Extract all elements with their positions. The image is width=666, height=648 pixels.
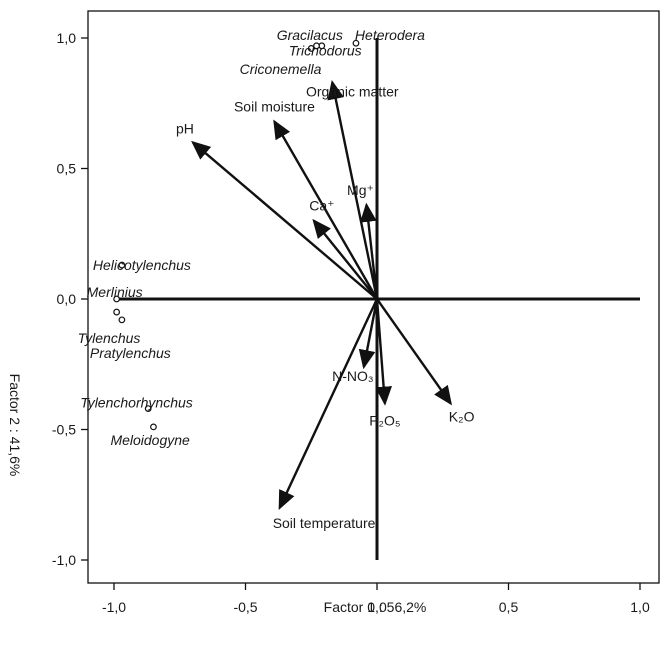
y-tick-label: 0,5 — [57, 161, 77, 177]
vector-ph: pH — [176, 120, 378, 300]
vector-soil-moisture: Soil moisture — [234, 99, 379, 300]
vector-label: Soil temperature — [273, 515, 376, 531]
species-point — [118, 261, 126, 269]
vector-arrow — [327, 80, 379, 300]
vector-label: pH — [176, 120, 194, 136]
species-label: Helicotylenchus — [93, 257, 191, 273]
species-heterodera: Heterodera — [352, 27, 425, 47]
y-axis-title: Factor 2 : 41,6% — [7, 374, 23, 477]
vector-arrow — [360, 202, 379, 300]
vector-ca-: Ca⁺ — [309, 198, 378, 300]
species-label: Pratylenchus — [90, 345, 171, 361]
vector-mg-: Mg⁺ — [347, 182, 379, 300]
vector-p-o-: P₂O₅ — [369, 298, 401, 428]
vector-soil-temperature: Soil temperature — [273, 298, 379, 531]
y-tick-label: -0,5 — [52, 422, 76, 438]
vector-label: Ca⁺ — [309, 198, 334, 214]
x-tick-label: 1,0 — [630, 599, 650, 615]
species-point — [307, 45, 315, 52]
species-merlinius: Merlinius — [87, 284, 143, 303]
x-tick-label: 0,5 — [499, 599, 519, 615]
x-axis-title: Factor 1 : 56,2% — [324, 599, 427, 615]
species-point — [113, 295, 121, 303]
species-trichodorus: Trichodorus — [289, 42, 362, 58]
vector-arrow — [278, 298, 379, 510]
vector-arrow — [273, 119, 379, 300]
vector-arrow — [376, 298, 453, 406]
species-criconemella: Criconemella — [240, 42, 322, 77]
species-label: Criconemella — [240, 61, 322, 77]
x-tick-label: -1,0 — [102, 599, 126, 615]
species-label: Tylenchus — [78, 330, 141, 346]
species-helicotylenchus: Helicotylenchus — [93, 257, 191, 273]
species-tylenchorhynchus: Tylenchorhynchus — [80, 395, 193, 413]
species-label: Trichodorus — [289, 42, 362, 58]
y-tick-label: 1,0 — [57, 30, 77, 46]
vector-label: Mg⁺ — [347, 182, 374, 198]
species-point — [118, 316, 126, 324]
species-label: Tylenchorhynchus — [80, 395, 193, 411]
vector-label: Organic matter — [306, 83, 399, 99]
plot-frame — [87, 10, 660, 584]
species-point — [144, 405, 152, 413]
vector-arrow — [312, 218, 378, 300]
species-label: Merlinius — [87, 284, 143, 300]
y-ticks: 1,0 0,5 0,0 -0,5 -1,0 — [52, 30, 88, 568]
species-tylenchus: Tylenchus — [78, 308, 141, 346]
species-point — [352, 39, 360, 47]
species-pratylenchus: Pratylenchus — [90, 316, 171, 361]
vector-k-o: K₂O — [376, 298, 475, 424]
vector-label: Soil moisture — [234, 99, 315, 115]
vector-label: P₂O₅ — [369, 412, 400, 428]
species-point — [113, 308, 121, 316]
species-point — [150, 423, 157, 431]
vector-organic-matter: Organic matter — [306, 80, 399, 300]
y-tick-label: 0,0 — [57, 291, 77, 307]
y-tick-label: -1,0 — [52, 552, 76, 568]
species-point — [313, 42, 320, 50]
x-tick-label: -0,5 — [233, 599, 257, 615]
x-ticks: -1,0 -0,5 0,0 0,5 1,0 — [102, 583, 650, 615]
species-label: Heterodera — [355, 27, 425, 43]
x-tick-label: 0,0 — [367, 599, 387, 615]
species-meloidogyne: Meloidogyne — [110, 423, 190, 448]
species-label: Gracilacus — [277, 27, 343, 43]
vector-arrow — [358, 298, 379, 370]
vector-label: K₂O — [449, 408, 475, 424]
vector-arrow — [375, 298, 393, 406]
species-label: Meloidogyne — [110, 432, 190, 448]
vector-arrow — [191, 140, 378, 300]
